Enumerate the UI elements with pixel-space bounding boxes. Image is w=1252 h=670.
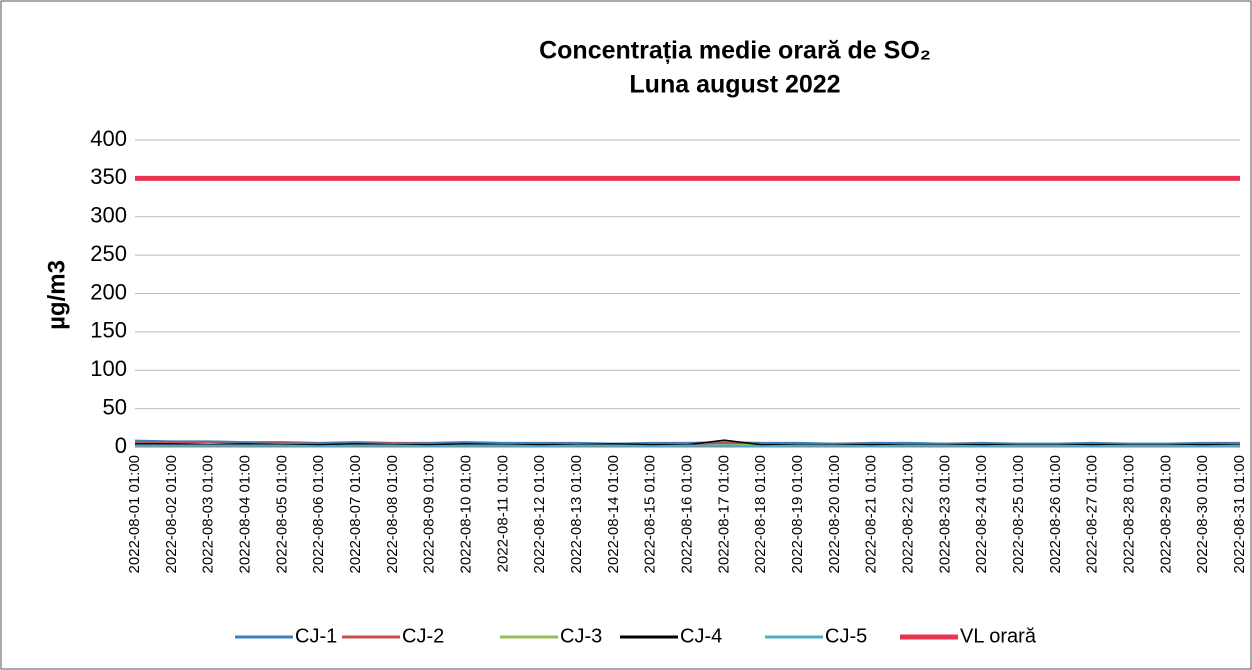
x-tick-label: 2022-08-19 01:00: [789, 455, 806, 573]
x-tick-label: 2022-08-24 01:00: [973, 455, 990, 573]
y-tick-label: 150: [90, 318, 127, 343]
x-tick-label: 2022-08-10 01:00: [457, 455, 474, 573]
x-tick-label: 2022-08-28 01:00: [1120, 455, 1137, 573]
legend-label: CJ-3: [560, 625, 602, 647]
x-tick-label: 2022-08-18 01:00: [752, 455, 769, 573]
x-tick-label: 2022-08-26 01:00: [1047, 455, 1064, 573]
x-tick-label: 2022-08-20 01:00: [826, 455, 843, 573]
y-axis-label: µg/m3: [43, 260, 70, 330]
y-tick-label: 400: [90, 126, 127, 151]
legend-label: CJ-2: [402, 625, 444, 647]
x-tick-label: 2022-08-31 01:00: [1231, 455, 1248, 573]
x-tick-label: 2022-08-14 01:00: [605, 455, 622, 573]
series-line: [135, 444, 1241, 448]
legend-label: CJ-5: [825, 625, 867, 647]
x-tick-label: 2022-08-02 01:00: [163, 455, 180, 573]
legend-label: CJ-1: [295, 625, 337, 647]
x-tick-label: 2022-08-03 01:00: [200, 455, 217, 573]
x-tick-label: 2022-08-06 01:00: [310, 455, 327, 573]
y-tick-label: 100: [90, 356, 127, 381]
y-tick-label: 0: [115, 433, 127, 458]
x-tick-label: 2022-08-17 01:00: [715, 455, 732, 573]
chart-title: Concentrația medie orară de SO₂: [539, 37, 931, 65]
x-tick-label: 2022-08-12 01:00: [531, 455, 548, 573]
x-tick-label: 2022-08-25 01:00: [1010, 455, 1027, 573]
x-tick-label: 2022-08-13 01:00: [568, 455, 585, 573]
legend-label: CJ-4: [680, 625, 722, 647]
x-tick-label: 2022-08-04 01:00: [236, 455, 253, 573]
x-tick-label: 2022-08-07 01:00: [347, 455, 364, 573]
x-tick-label: 2022-08-29 01:00: [1157, 455, 1174, 573]
y-tick-label: 350: [90, 164, 127, 189]
y-tick-label: 250: [90, 241, 127, 266]
x-tick-label: 2022-08-08 01:00: [384, 455, 401, 573]
x-tick-label: 2022-08-09 01:00: [421, 455, 438, 573]
x-tick-label: 2022-08-30 01:00: [1194, 455, 1211, 573]
x-tick-label: 2022-08-11 01:00: [494, 455, 511, 572]
x-tick-label: 2022-08-15 01:00: [642, 455, 659, 573]
y-tick-label: 300: [90, 203, 127, 228]
x-tick-label: 2022-08-01 01:00: [126, 455, 143, 573]
x-tick-label: 2022-08-22 01:00: [899, 455, 916, 573]
x-tick-label: 2022-08-23 01:00: [936, 455, 953, 573]
legend-label: VL orară: [960, 625, 1037, 647]
y-tick-label: 200: [90, 279, 127, 304]
chart-subtitle: Luna august 2022: [629, 71, 840, 99]
x-tick-label: 2022-08-21 01:00: [863, 455, 880, 573]
x-tick-label: 2022-08-16 01:00: [678, 455, 695, 573]
x-tick-label: 2022-08-27 01:00: [1084, 455, 1101, 573]
y-tick-label: 50: [103, 394, 127, 419]
x-tick-label: 2022-08-05 01:00: [273, 455, 290, 573]
